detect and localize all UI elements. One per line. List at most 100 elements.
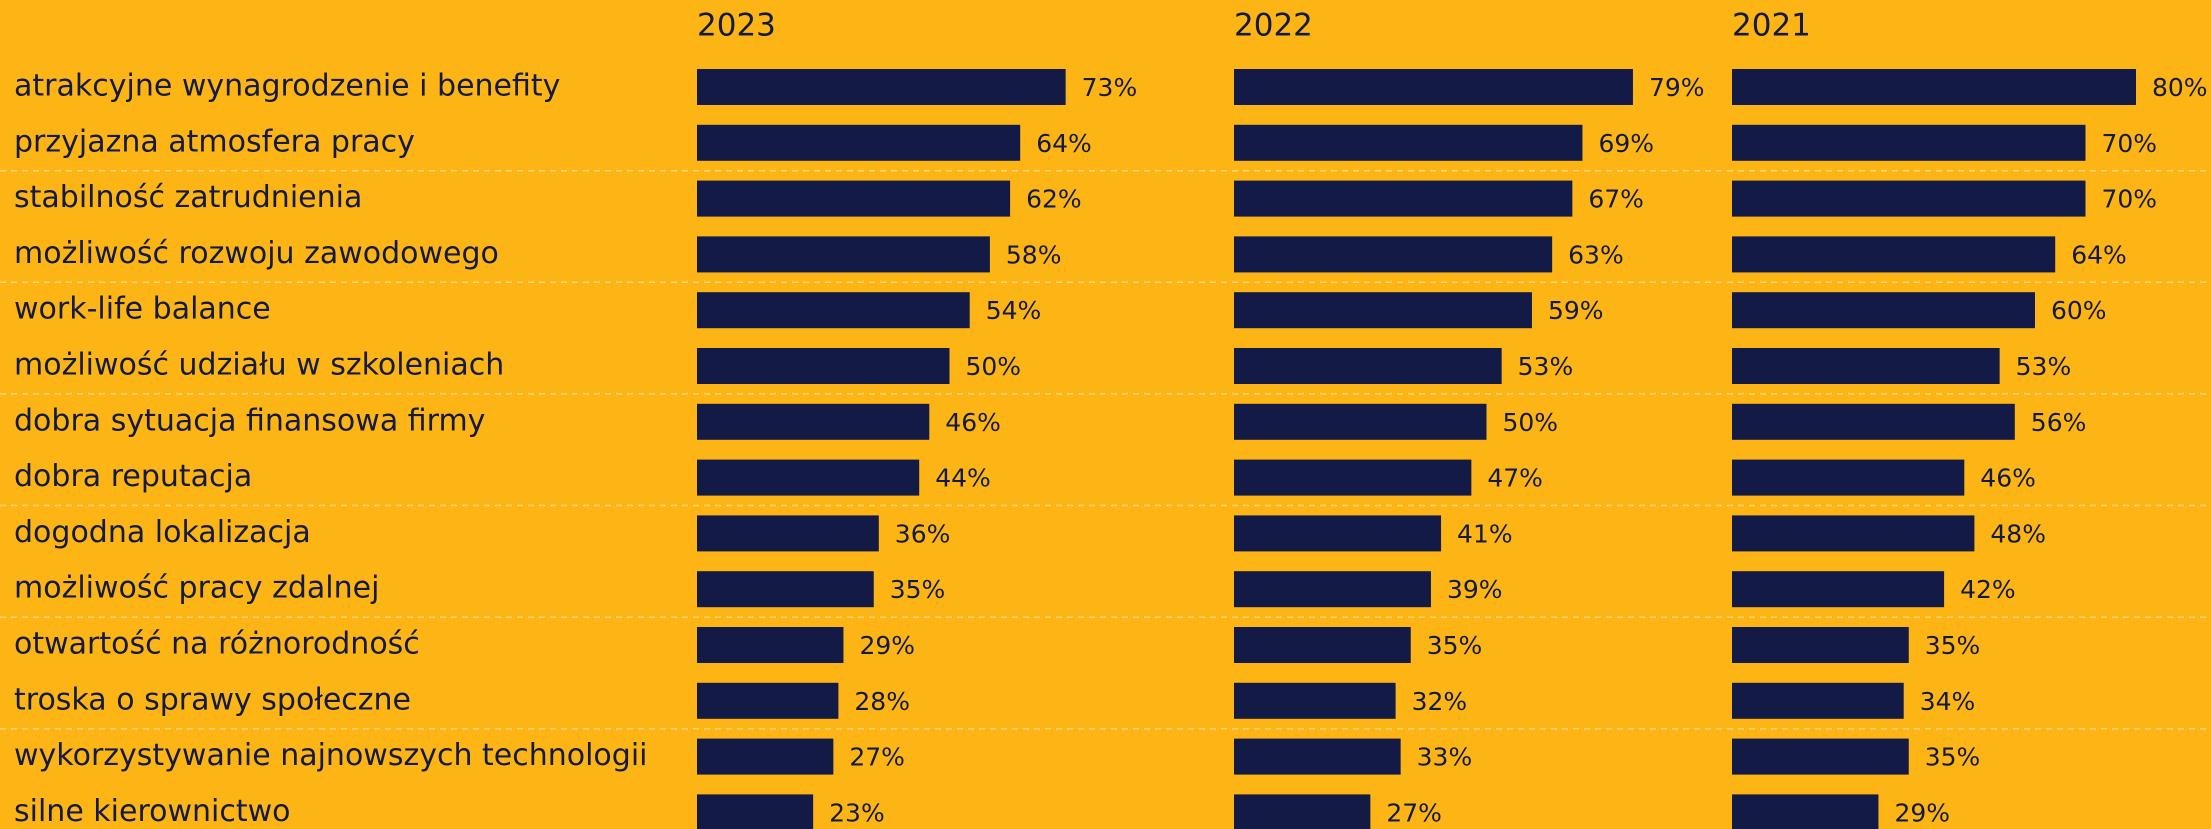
category-label: możliwość rozwoju zawodowego (14, 236, 499, 271)
value-label: 80% (2152, 73, 2208, 102)
value-label: 73% (1082, 73, 1138, 102)
bar (697, 682, 839, 719)
value-label: 23% (829, 798, 885, 827)
value-label: 47% (1487, 464, 1543, 493)
bar (697, 738, 834, 775)
value-label: 79% (1649, 73, 1705, 102)
value-label: 27% (1386, 798, 1442, 827)
bar (697, 627, 844, 663)
value-label: 33% (1417, 743, 1473, 772)
value-label: 63% (1568, 240, 1624, 269)
series-header: 2023 (697, 8, 776, 44)
bar (1234, 292, 1532, 329)
value-label: 54% (986, 296, 1042, 325)
bar (1732, 459, 1965, 496)
bar (1234, 682, 1396, 719)
bar (697, 292, 970, 329)
bar (1732, 124, 2086, 161)
value-label: 59% (1548, 296, 1604, 325)
value-label: 62% (1026, 185, 1082, 214)
category-label: dobra sytuacja finansowa firmy (14, 403, 485, 438)
bar (1234, 236, 1553, 273)
bar (1732, 682, 1904, 719)
category-label: możliwość pracy zdalnej (14, 571, 379, 606)
bar (697, 348, 950, 384)
bar (1234, 459, 1472, 496)
bar (1234, 124, 1583, 161)
bar (1234, 180, 1573, 217)
value-label: 29% (1894, 798, 1950, 827)
category-label: wykorzystywanie najnowszych technologii (14, 738, 648, 773)
value-label: 32% (1412, 687, 1468, 716)
bar (1732, 627, 1909, 663)
value-label: 60% (2051, 296, 2107, 325)
category-label: dogodna lokalizacja (14, 515, 311, 550)
value-label: 28% (854, 687, 910, 716)
bar (1732, 794, 1879, 829)
value-label: 69% (1598, 129, 1654, 158)
bar (1732, 348, 2000, 384)
value-label: 35% (1925, 743, 1981, 772)
value-label: 27% (849, 743, 905, 772)
value-label: 41% (1457, 519, 1513, 548)
value-label: 29% (859, 631, 915, 660)
category-label: przyjazna atmosfera pracy (14, 124, 415, 159)
value-label: 35% (890, 575, 946, 604)
bar (697, 69, 1066, 105)
bar (697, 515, 879, 552)
bar (1732, 292, 2035, 329)
bar (1732, 738, 1909, 775)
bar (697, 459, 920, 496)
value-label: 70% (2102, 185, 2158, 214)
category-label: silne kierownictwo (14, 794, 291, 829)
bar (1234, 403, 1487, 440)
value-label: 64% (1036, 129, 1092, 158)
bar (1732, 571, 1945, 608)
value-label: 35% (1925, 631, 1981, 660)
bar (697, 403, 930, 440)
value-label: 48% (1990, 519, 2046, 548)
value-label: 46% (1980, 464, 2036, 493)
value-label: 58% (1006, 240, 1062, 269)
category-label: dobra reputacja (14, 459, 252, 494)
value-label: 53% (2016, 352, 2072, 381)
bar (1732, 515, 1975, 552)
value-label: 64% (2071, 240, 2127, 269)
value-label: 53% (1518, 352, 1574, 381)
bar (1234, 738, 1401, 775)
bar (1732, 69, 2136, 105)
category-label: troska o sprawy społeczne (14, 682, 411, 717)
bar (697, 794, 814, 829)
value-label: 39% (1447, 575, 1503, 604)
bar (1234, 69, 1633, 105)
category-label: otwartość na różnorodność (14, 627, 420, 662)
series-header: 2021 (1732, 8, 1811, 44)
bar (1732, 403, 2015, 440)
value-label: 42% (1960, 575, 2016, 604)
value-label: 56% (2031, 408, 2087, 437)
bar (697, 571, 874, 608)
category-label: atrakcyjne wynagrodzenie i benefity (14, 69, 560, 104)
value-label: 46% (945, 408, 1001, 437)
bar (1234, 627, 1411, 663)
bar (697, 236, 990, 273)
bar (1234, 348, 1502, 384)
value-label: 70% (2102, 129, 2158, 158)
bar (1732, 236, 2056, 273)
category-label: stabilność zatrudnienia (14, 180, 362, 215)
bar (1732, 180, 2086, 217)
bar (697, 124, 1021, 161)
value-label: 34% (1920, 687, 1976, 716)
value-label: 44% (935, 464, 991, 493)
bar (1234, 571, 1431, 608)
value-label: 50% (966, 352, 1022, 381)
bar (1234, 794, 1371, 829)
value-label: 67% (1588, 185, 1644, 214)
value-label: 50% (1503, 408, 1559, 437)
category-label: możliwość udziału w szkoleniach (14, 348, 504, 383)
value-label: 36% (895, 519, 951, 548)
value-label: 35% (1427, 631, 1483, 660)
series-header: 2022 (1234, 8, 1313, 44)
bar (697, 180, 1011, 217)
